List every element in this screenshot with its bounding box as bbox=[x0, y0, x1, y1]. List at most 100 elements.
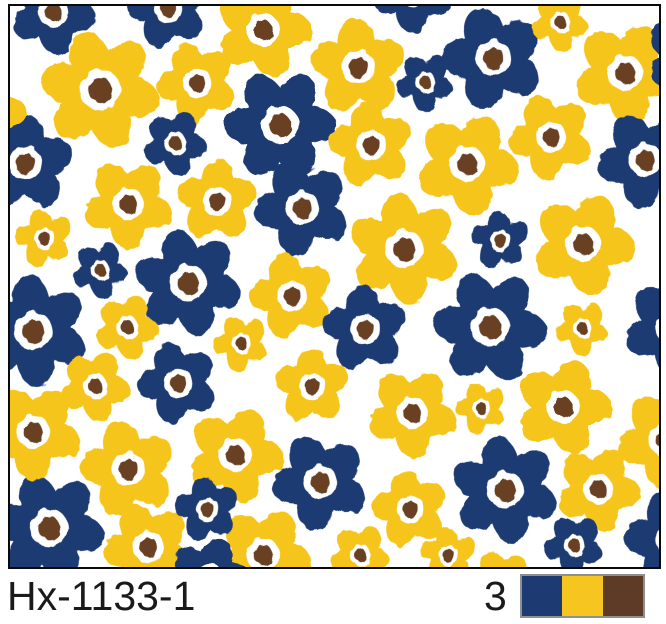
flower-yellow bbox=[103, 504, 190, 567]
flower-yellow bbox=[177, 159, 257, 237]
flower-navy bbox=[597, 115, 659, 209]
flower-center bbox=[23, 422, 43, 442]
flower-center bbox=[21, 319, 45, 343]
flower-navy bbox=[12, 6, 96, 55]
flower-center bbox=[44, 6, 62, 21]
flower-center bbox=[88, 78, 112, 102]
flower-center bbox=[268, 113, 292, 137]
flower-navy bbox=[271, 436, 365, 531]
flower-navy bbox=[136, 343, 215, 424]
swatch-yellow bbox=[562, 576, 603, 616]
petal bbox=[496, 556, 527, 567]
flower-yellow bbox=[371, 470, 446, 546]
flower-center bbox=[442, 549, 454, 561]
flower-navy bbox=[544, 517, 603, 567]
flower-yellow bbox=[248, 253, 331, 338]
product-code: Hx-1133-1 bbox=[7, 573, 196, 619]
flower-yellow bbox=[351, 193, 457, 305]
flower-center bbox=[169, 374, 187, 392]
flower-navy bbox=[135, 230, 241, 336]
flower-center bbox=[208, 192, 226, 210]
flower-center bbox=[392, 237, 416, 261]
flower-navy bbox=[373, 6, 453, 34]
flower-yellow bbox=[79, 421, 172, 516]
petal bbox=[647, 492, 659, 543]
flower-center bbox=[568, 539, 580, 551]
flower-center bbox=[589, 480, 607, 498]
flower-yellow bbox=[191, 409, 284, 503]
flower-center bbox=[635, 150, 655, 170]
flower-navy bbox=[126, 6, 205, 47]
petal bbox=[199, 538, 233, 567]
petal bbox=[10, 97, 27, 127]
flower-center bbox=[614, 62, 636, 84]
flower-center bbox=[403, 404, 421, 422]
fabric-pattern-image bbox=[10, 6, 659, 567]
flower-yellow bbox=[84, 164, 172, 250]
flower-center bbox=[118, 459, 138, 479]
flower-navy bbox=[253, 162, 347, 256]
flower-center bbox=[348, 57, 368, 77]
flower-center bbox=[200, 502, 214, 516]
flower-yellow bbox=[555, 304, 608, 355]
flower-navy bbox=[73, 244, 128, 298]
flower-yellow bbox=[213, 316, 267, 371]
flower-yellow bbox=[328, 102, 411, 185]
flower-navy bbox=[10, 474, 105, 567]
petal bbox=[480, 551, 508, 567]
flower-navy bbox=[223, 74, 337, 176]
flower-yellow bbox=[520, 360, 612, 454]
petal bbox=[635, 286, 659, 333]
flower-yellow bbox=[220, 6, 312, 77]
flower-center bbox=[139, 538, 157, 556]
flower-yellow bbox=[536, 194, 635, 295]
flower-yellow bbox=[558, 448, 641, 532]
flower-center bbox=[283, 287, 301, 305]
petal bbox=[631, 396, 659, 444]
flower-center bbox=[478, 315, 502, 339]
flower-center bbox=[494, 479, 516, 501]
flower-yellow bbox=[368, 372, 457, 459]
flower-yellow bbox=[61, 353, 131, 422]
flower-yellow bbox=[576, 25, 659, 125]
flower-navy bbox=[453, 436, 557, 544]
flower-yellow bbox=[97, 296, 160, 360]
flower-navy bbox=[174, 476, 237, 539]
flower-center bbox=[402, 501, 418, 517]
flower-navy bbox=[625, 286, 659, 377]
flower-center bbox=[304, 378, 320, 394]
flower-center bbox=[38, 232, 50, 244]
flower-center bbox=[292, 198, 312, 218]
flower-yellow bbox=[480, 551, 527, 567]
flower-center bbox=[482, 47, 504, 69]
flower-center bbox=[419, 76, 431, 88]
flower-yellow bbox=[420, 526, 475, 567]
flower-yellow bbox=[15, 209, 71, 266]
swatch-brown bbox=[602, 576, 643, 616]
flower-yellow bbox=[455, 383, 504, 434]
color-swatch-bar bbox=[520, 574, 645, 618]
flower-yellow bbox=[217, 510, 311, 567]
flower-center bbox=[253, 545, 273, 565]
flower-yellow bbox=[275, 348, 349, 420]
flower-yellow bbox=[40, 31, 160, 149]
flower-center bbox=[494, 234, 506, 246]
label-bar: Hx-1133-1 3 bbox=[0, 569, 666, 624]
flower-center bbox=[572, 233, 594, 255]
flower-yellow bbox=[310, 18, 405, 111]
flower-center bbox=[553, 397, 573, 417]
flower-center bbox=[37, 516, 61, 540]
swatch-navy bbox=[522, 576, 563, 616]
colorway-number: 3 bbox=[484, 573, 507, 619]
flower-center bbox=[225, 445, 245, 465]
flower-yellow bbox=[419, 115, 519, 216]
flower-center bbox=[188, 74, 206, 92]
flower-navy bbox=[396, 56, 453, 112]
flower-navy bbox=[322, 285, 406, 369]
flower-center bbox=[159, 6, 177, 17]
flower-center bbox=[310, 472, 330, 492]
flower-yellow bbox=[331, 528, 390, 567]
flower-center bbox=[94, 264, 106, 276]
flower-yellow bbox=[508, 96, 591, 180]
